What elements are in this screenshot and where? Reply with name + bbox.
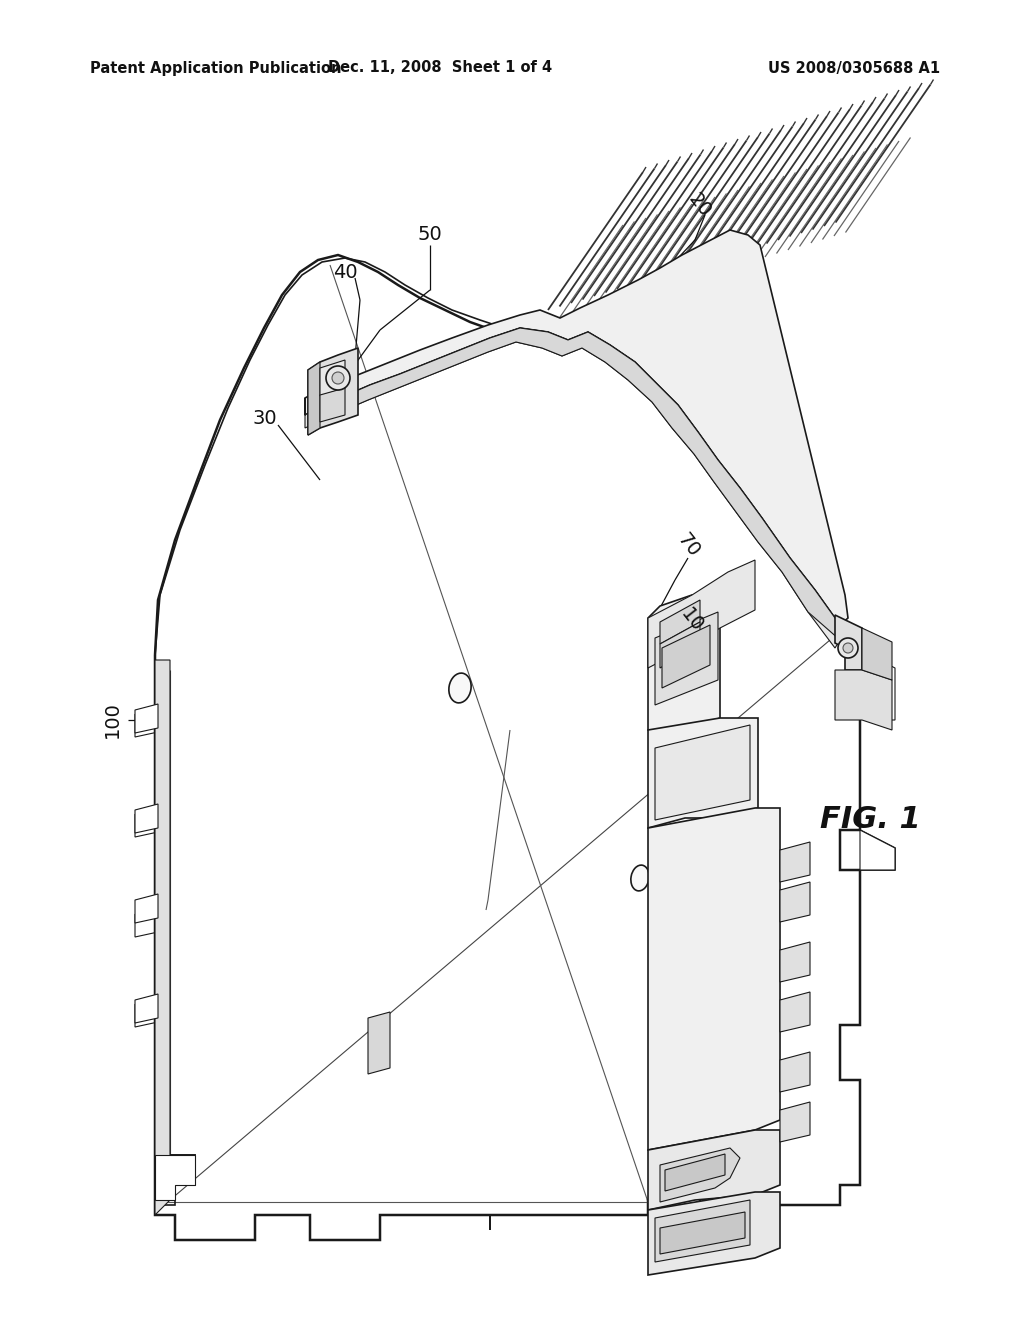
Text: Dec. 11, 2008  Sheet 1 of 4: Dec. 11, 2008 Sheet 1 of 4	[328, 61, 552, 75]
Ellipse shape	[631, 865, 649, 891]
Text: 30: 30	[253, 408, 278, 428]
Polygon shape	[780, 842, 810, 882]
Polygon shape	[648, 808, 780, 1150]
Polygon shape	[318, 327, 840, 640]
Polygon shape	[135, 894, 158, 923]
Polygon shape	[780, 882, 810, 921]
Polygon shape	[860, 649, 895, 719]
Polygon shape	[780, 993, 810, 1032]
Polygon shape	[155, 660, 170, 1214]
Polygon shape	[835, 671, 892, 730]
Polygon shape	[660, 622, 700, 668]
Text: 70: 70	[673, 529, 703, 561]
Polygon shape	[135, 704, 158, 733]
Polygon shape	[368, 1012, 390, 1074]
Polygon shape	[319, 388, 345, 422]
Polygon shape	[665, 1154, 725, 1191]
Text: 10: 10	[677, 605, 707, 635]
Polygon shape	[648, 560, 755, 668]
Text: FIG. 1: FIG. 1	[820, 805, 921, 834]
Circle shape	[838, 638, 858, 657]
Ellipse shape	[449, 673, 471, 702]
Polygon shape	[655, 1200, 750, 1262]
Text: 40: 40	[333, 263, 357, 281]
Polygon shape	[648, 1192, 780, 1275]
Text: US 2008/0305688 A1: US 2008/0305688 A1	[768, 61, 940, 75]
Polygon shape	[780, 942, 810, 982]
Polygon shape	[660, 1212, 745, 1254]
Polygon shape	[660, 601, 700, 644]
Polygon shape	[648, 718, 758, 828]
Circle shape	[326, 366, 350, 389]
Text: 20: 20	[685, 190, 715, 220]
Polygon shape	[308, 348, 358, 436]
Polygon shape	[308, 362, 319, 436]
Polygon shape	[155, 257, 860, 1239]
Circle shape	[843, 643, 853, 653]
Polygon shape	[655, 725, 750, 820]
Text: 50: 50	[418, 226, 442, 244]
Polygon shape	[155, 1155, 195, 1200]
Circle shape	[332, 372, 344, 384]
Polygon shape	[660, 1148, 740, 1203]
Polygon shape	[648, 595, 720, 730]
Polygon shape	[835, 615, 862, 671]
Polygon shape	[648, 1130, 780, 1210]
Polygon shape	[135, 994, 158, 1023]
Text: 100: 100	[102, 701, 122, 738]
Text: Patent Application Publication: Patent Application Publication	[90, 61, 341, 75]
Polygon shape	[135, 804, 158, 833]
Polygon shape	[305, 230, 848, 624]
Polygon shape	[862, 628, 892, 680]
Polygon shape	[860, 830, 895, 870]
Polygon shape	[780, 1052, 810, 1092]
Polygon shape	[662, 624, 710, 688]
Polygon shape	[319, 360, 345, 396]
Polygon shape	[780, 1102, 810, 1142]
Polygon shape	[305, 327, 840, 648]
Polygon shape	[655, 612, 718, 705]
